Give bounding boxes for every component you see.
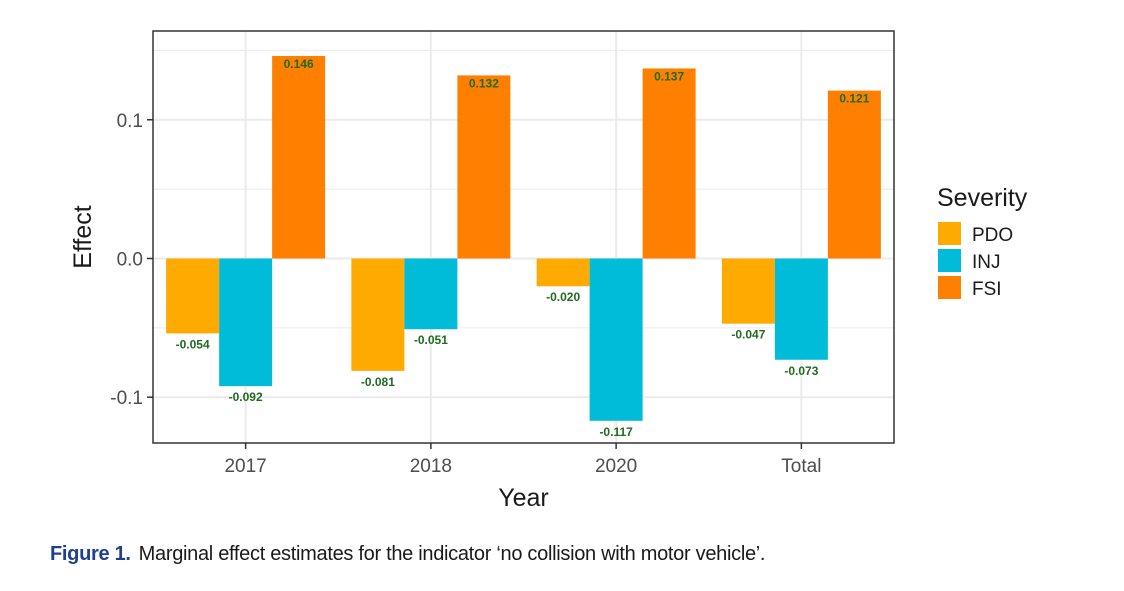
- data-label: -0.047: [731, 328, 765, 342]
- data-label: 0.121: [839, 92, 869, 106]
- legend-label: PDO: [972, 225, 1013, 246]
- axes: -0.1 0.0 0.1 2017 2018 2020 Total: [110, 111, 821, 477]
- figure-caption: Figure 1. Marginal effect estimates for t…: [50, 543, 765, 566]
- data-label: -0.073: [784, 364, 818, 378]
- data-label: 0.146: [284, 57, 314, 71]
- data-label: -0.092: [229, 390, 263, 404]
- x-axis-title: Year: [498, 484, 549, 512]
- bar-fsi: [642, 68, 696, 259]
- legend-label: INJ: [972, 252, 1001, 273]
- y-axis-title: Effect: [69, 205, 97, 269]
- data-label: -0.081: [361, 375, 395, 389]
- legend-label: FSI: [972, 279, 1002, 300]
- data-label: -0.051: [414, 333, 448, 347]
- bar-fsi: [457, 75, 511, 259]
- bar-pdo: [536, 258, 590, 287]
- bar-fsi: [272, 55, 326, 259]
- data-labels: -0.054 -0.092 0.146 -0.081 -0.051 0.132 -0.020…: [176, 57, 870, 439]
- bar-inj: [774, 258, 828, 360]
- bar-pdo: [721, 258, 775, 324]
- legend-key-inj: [938, 249, 961, 272]
- caption-label: Figure 1.: [50, 543, 131, 565]
- data-label: 0.132: [469, 76, 499, 90]
- x-tick-label: 2018: [410, 456, 452, 477]
- legend-key-pdo: [938, 222, 961, 245]
- bar-fsi: [827, 90, 881, 259]
- data-label: -0.020: [546, 290, 580, 304]
- legend-key-fsi: [938, 276, 961, 299]
- bar-inj: [219, 258, 273, 387]
- bar-inj: [404, 258, 458, 330]
- x-tick-label: Total: [781, 456, 821, 477]
- x-tick-label: 2020: [595, 456, 637, 477]
- y-tick-label: -0.1: [110, 388, 143, 409]
- data-label: -0.117: [599, 425, 633, 439]
- data-label: -0.054: [176, 337, 210, 351]
- bar-pdo: [166, 258, 220, 334]
- legend: Severity PDO INJ FSI: [937, 184, 1028, 300]
- x-tick-label: 2017: [224, 456, 266, 477]
- panel-border: [152, 30, 895, 444]
- bar-pdo: [351, 258, 405, 371]
- y-tick-label: 0.0: [117, 250, 143, 271]
- legend-title: Severity: [937, 184, 1028, 212]
- bar-inj: [589, 258, 643, 421]
- data-label: 0.137: [654, 69, 684, 83]
- bars: [166, 55, 881, 421]
- caption-text: Marginal effect estimates for the indica…: [138, 543, 766, 565]
- y-tick-label: 0.1: [117, 111, 143, 132]
